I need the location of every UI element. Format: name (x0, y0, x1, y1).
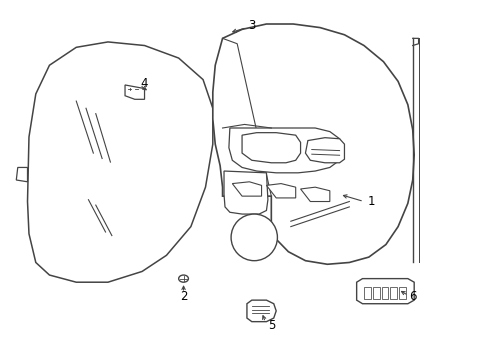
Text: 3: 3 (247, 19, 255, 32)
Polygon shape (266, 184, 295, 198)
Text: 2: 2 (180, 290, 187, 303)
Polygon shape (232, 182, 261, 196)
Text: 4: 4 (141, 77, 148, 90)
Bar (398, 287, 405, 299)
Polygon shape (125, 85, 144, 99)
Polygon shape (212, 24, 413, 264)
Text: 6: 6 (408, 290, 416, 303)
Ellipse shape (231, 214, 277, 261)
Bar (363, 287, 370, 299)
Text: 1: 1 (367, 195, 374, 208)
Polygon shape (305, 138, 344, 163)
Polygon shape (356, 279, 413, 304)
Bar (389, 287, 396, 299)
Polygon shape (16, 167, 27, 182)
Polygon shape (246, 300, 276, 321)
Bar (381, 287, 387, 299)
Polygon shape (242, 133, 300, 163)
Polygon shape (27, 42, 212, 282)
Text: 5: 5 (267, 319, 274, 332)
Polygon shape (228, 128, 341, 173)
Bar (372, 287, 379, 299)
Polygon shape (300, 187, 329, 202)
Polygon shape (224, 171, 267, 214)
